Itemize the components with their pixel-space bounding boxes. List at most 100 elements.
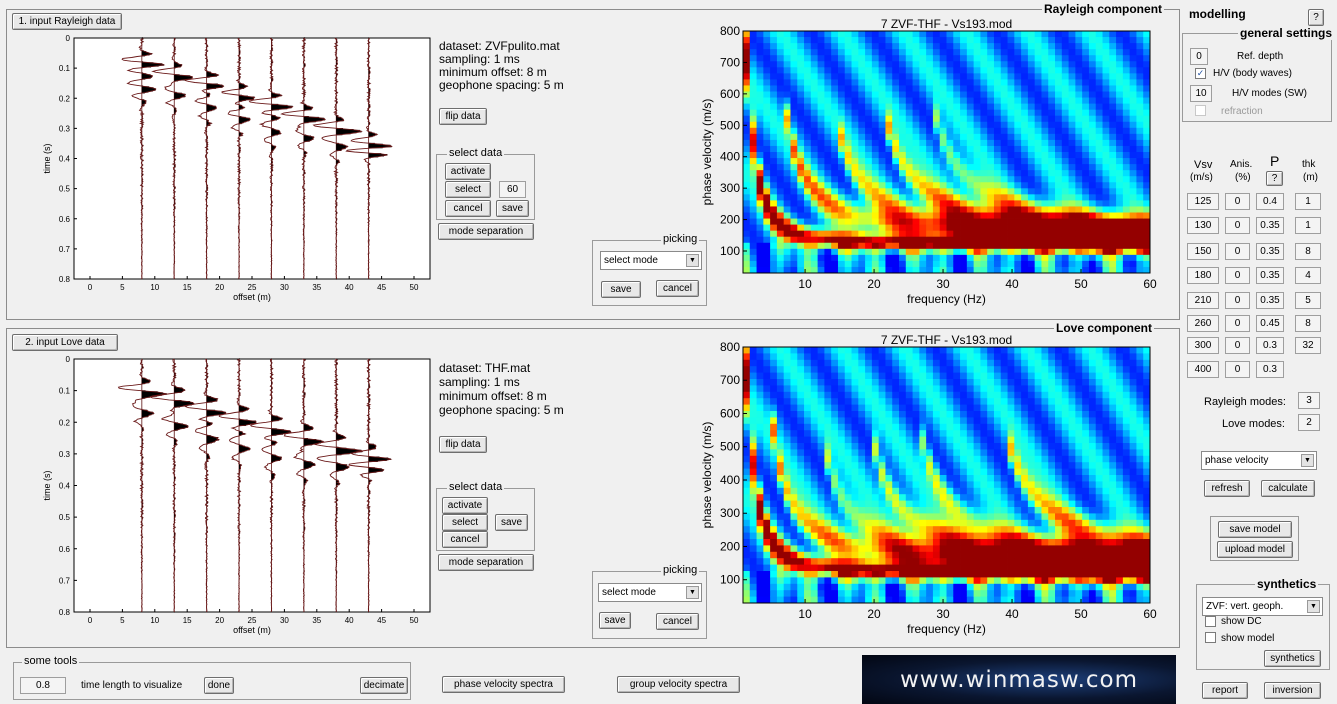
spectrum-cell (1102, 551, 1110, 559)
spectrum-cell (858, 455, 866, 463)
spectrum-cell (1075, 462, 1083, 469)
spectrum-cell (763, 347, 771, 354)
spectrum-cell (939, 49, 947, 56)
spectrum-cell (960, 500, 968, 508)
spectrum-cell (1075, 182, 1083, 189)
spectrum-cell (885, 353, 893, 361)
rayleigh-select-button[interactable]: select (445, 181, 491, 198)
spectrum-cell (1136, 545, 1144, 553)
rayleigh-flip-data-button[interactable]: flip data (439, 108, 487, 125)
spectrum-cell (1048, 391, 1056, 399)
spectrum-cell (919, 411, 927, 418)
rayleigh-picking-save-button[interactable]: save (601, 281, 641, 298)
input-love-button[interactable]: 2. input Love data (12, 334, 118, 351)
spectrum-cell (1082, 49, 1090, 56)
spectrum-cell (905, 571, 913, 578)
spectrum-cell (980, 115, 988, 123)
spectrum-cell (1048, 152, 1056, 159)
rayleigh-picking-cancel-button[interactable]: cancel (656, 280, 699, 297)
love-select-button[interactable]: select (442, 514, 488, 531)
rayleigh-select-value[interactable]: 60 (499, 181, 526, 198)
spectrum-cell (1027, 430, 1036, 437)
rayleigh-min-offset: minimum offset: 8 m (439, 65, 547, 79)
spectrum-cell (783, 468, 791, 476)
rayleigh-picking-select[interactable]: select mode ▼ (600, 251, 702, 270)
spectrum-cell (946, 55, 954, 62)
spectrum-cell (797, 139, 805, 147)
spectrum-cell (973, 359, 981, 367)
love-save-button[interactable]: save (495, 514, 528, 531)
spectrum-cell (1102, 49, 1110, 56)
spectrum-cell (1095, 164, 1103, 171)
rayleigh-cancel-button[interactable]: cancel (445, 200, 491, 217)
love-picking-select[interactable]: select mode ▼ (598, 583, 702, 602)
rayleigh-mode-separation-button[interactable]: mode separation (438, 223, 534, 240)
spectrum-cell (953, 391, 961, 399)
love-cancel-button[interactable]: cancel (442, 531, 488, 548)
spectrum-cell (749, 475, 757, 482)
spectrum-cell (1041, 127, 1049, 135)
spectrum-cell (1061, 347, 1069, 354)
spectrum-cell (980, 468, 988, 476)
spectrum-cell (837, 494, 846, 501)
spectrum-cell (783, 230, 791, 238)
love-picking-save-button[interactable]: save (599, 612, 631, 629)
spectrum-cell (804, 158, 812, 165)
spectrum-cell (1007, 49, 1015, 56)
spectrum-cell (1027, 398, 1036, 405)
spectrum-cell (824, 385, 832, 393)
spectrum-cell (1027, 583, 1036, 591)
spectrum-cell (1068, 79, 1076, 86)
spectrum-cell (932, 242, 941, 250)
spectrum-cell (770, 564, 778, 572)
spectrum-cell (851, 468, 859, 476)
spectrum-cell (1143, 359, 1151, 367)
y-tick-label: 200 (720, 213, 740, 227)
spectrum-cell (946, 443, 954, 450)
spectrum-cell (1014, 79, 1022, 86)
spectrum-cell (743, 133, 751, 141)
spectrum-cell (837, 224, 846, 232)
spectrum-cell (817, 43, 825, 50)
spectrum-cell (905, 158, 913, 165)
spectrum-cell (1109, 164, 1117, 171)
spectrum-cell (1034, 481, 1042, 489)
spectrum-cell (960, 97, 968, 104)
spectrum-cell (1088, 200, 1097, 207)
spectrum-cell (831, 423, 839, 431)
spectrum-cell (1068, 254, 1076, 262)
spectrum-cell (776, 494, 785, 501)
spectrum-cell (1014, 242, 1022, 250)
spectrum-cell (783, 97, 791, 104)
spectrum-cell (1055, 218, 1063, 225)
spectrum-cell (1122, 248, 1131, 256)
spectrum-cell (1055, 545, 1063, 553)
spectrum-frame (742, 30, 1151, 274)
spectrum-cell (1143, 411, 1151, 418)
spectrum-cell (1075, 539, 1083, 546)
spectrum-cell (1068, 494, 1076, 501)
spectrum-cell (1143, 436, 1151, 444)
spectrum-cell (953, 37, 961, 44)
love-mode-separation-button[interactable]: mode separation (438, 554, 534, 571)
spectrum-cell (783, 532, 791, 540)
spectrum-cell (878, 73, 886, 80)
spectrum-cell (1034, 61, 1042, 68)
love-flip-data-button[interactable]: flip data (439, 436, 487, 453)
rayleigh-activate-button[interactable]: activate (445, 163, 491, 180)
spectrum-cell (756, 236, 764, 244)
spectrum-cell (932, 545, 941, 553)
spectrum-cell (743, 475, 751, 482)
rayleigh-save-button[interactable]: save (496, 200, 529, 217)
love-activate-button[interactable]: activate (442, 497, 488, 514)
spectrum-cell (973, 61, 981, 68)
spectrum-cell (932, 487, 941, 495)
spectrum-cell (1055, 455, 1063, 463)
love-picking-cancel-button[interactable]: cancel (656, 613, 699, 630)
input-rayleigh-button[interactable]: 1. input Rayleigh data (12, 13, 122, 30)
spectrum-cell (1055, 494, 1063, 501)
spectrum-cell (980, 176, 988, 183)
spectrum-cell (912, 564, 920, 572)
spectrum-cell (1021, 577, 1029, 585)
spectrum-cell (966, 436, 975, 444)
